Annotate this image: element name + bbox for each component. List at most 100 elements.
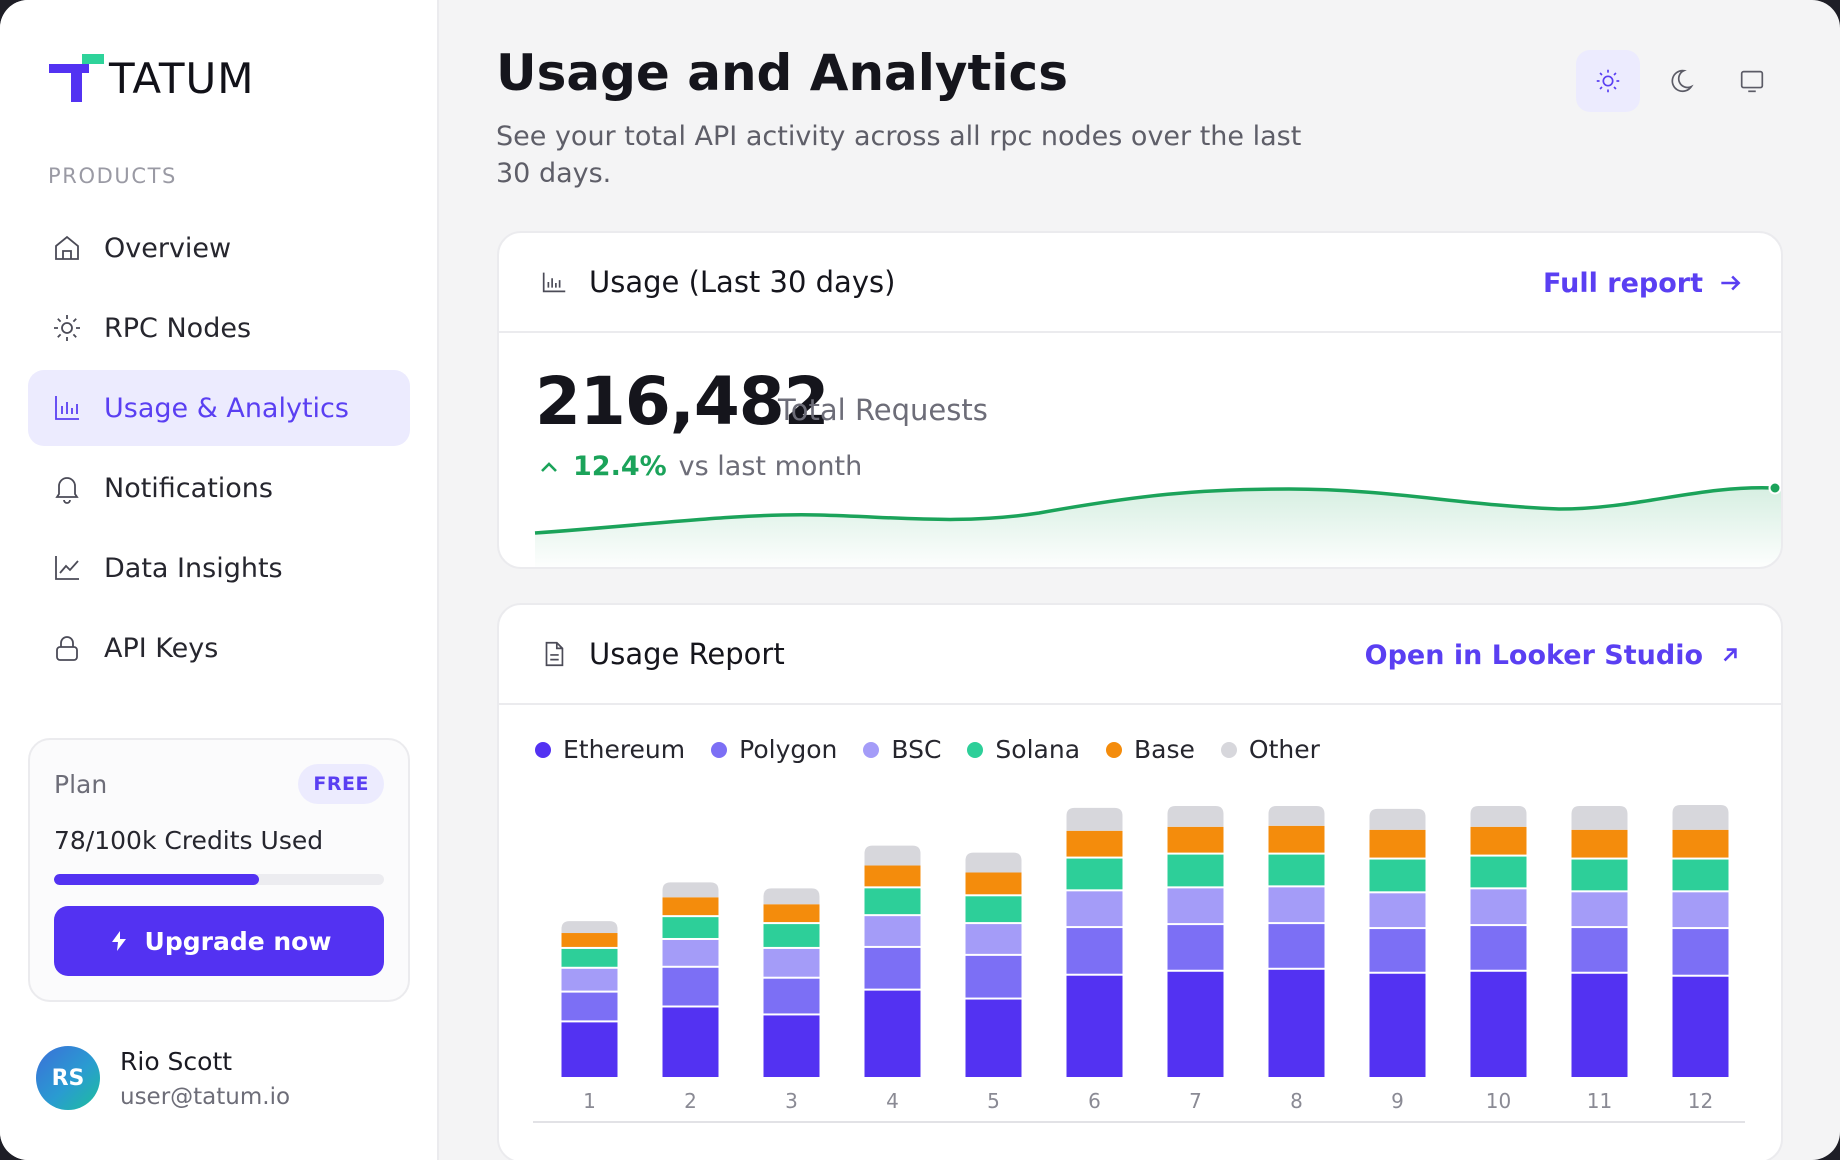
total-requests-value: 216,482 [535, 363, 830, 440]
sidebar-item-label: RPC Nodes [104, 312, 252, 344]
bar-segment-bsc [561, 968, 618, 991]
legend-item-base[interactable]: Base [1106, 735, 1195, 764]
legend-item-solana[interactable]: Solana [967, 735, 1080, 764]
legend-item-other[interactable]: Other [1220, 735, 1320, 764]
bar-segment-polygon [662, 967, 719, 1006]
bar-segment-bsc [1268, 887, 1325, 923]
legend-item-polygon[interactable]: Polygon [711, 735, 837, 764]
bar-segment-solana [763, 924, 820, 947]
bar-stack-3 [763, 888, 820, 1077]
page-subtitle: See your total API activity across all r… [496, 121, 1302, 189]
sidebar-item-label: Usage & Analytics [104, 392, 349, 424]
sidebar-item-data-insights[interactable]: Data Insights [28, 530, 410, 606]
bar-segment-other [1268, 805, 1325, 826]
bar-segment-other [965, 852, 1022, 873]
bar-segment-solana [1470, 856, 1527, 888]
bar-stack-9 [1369, 808, 1426, 1077]
theme-switcher [1576, 50, 1792, 112]
sparkline-line [534, 485, 1776, 535]
bar-segment-other [1066, 807, 1123, 831]
plan-card: Plan FREE 78/100k Credits Used Upgrade n… [28, 738, 410, 1002]
full-report-link[interactable]: Full report [1543, 233, 1743, 333]
legend-swatch [535, 741, 551, 758]
light-theme-button[interactable] [1576, 50, 1640, 112]
bar-segment-ethereum [763, 1015, 820, 1077]
bar-stack-4 [864, 845, 921, 1077]
open-looker-link[interactable]: Open in Looker Studio [1365, 605, 1743, 705]
tatum-logo-icon [49, 54, 104, 102]
usage-card-title: Usage (Last 30 days) [589, 265, 896, 299]
arrow-right-icon [1721, 275, 1741, 291]
bar-stack-11 [1571, 805, 1628, 1077]
bar-segment-ethereum [1268, 969, 1325, 1077]
usage-bar-chart: 1 2 3 4 5 6 7 8 9 10 11 12 [533, 804, 1745, 1123]
x-tick-label: 9 [1391, 1089, 1404, 1113]
sidebar-item-label: Data Insights [104, 552, 283, 584]
brand-logo[interactable]: TATUM [49, 52, 255, 104]
sidebar-item-api-keys[interactable]: API Keys [28, 610, 410, 686]
bar-segment-ethereum [965, 999, 1022, 1077]
usage-report-card: Usage Report Open in Looker Studio Ether… [497, 603, 1783, 1160]
bar-chart-icon [537, 265, 571, 299]
bar-segment-other [1672, 804, 1729, 830]
x-tick-label: 11 [1587, 1089, 1612, 1113]
legend-item-ethereum[interactable]: Ethereum [535, 735, 685, 764]
monitor-icon [1740, 70, 1764, 93]
upgrade-button[interactable]: Upgrade now [54, 906, 384, 976]
credits-progress-fill [54, 874, 259, 885]
legend-item-bsc[interactable]: BSC [863, 735, 941, 764]
full-report-label: Full report [1543, 267, 1703, 299]
bar-segment-ethereum [1470, 971, 1527, 1077]
user-profile[interactable]: RS Rio Scott user@tatum.io [36, 1046, 290, 1110]
usage-sparkline [534, 481, 1781, 567]
bar-segment-solana [1167, 854, 1224, 887]
bar-segment-polygon [1369, 929, 1426, 972]
sun-icon [1596, 69, 1620, 93]
sidebar-item-notifications[interactable]: Notifications [28, 450, 410, 526]
legend-label: Ethereum [563, 735, 686, 764]
bar-segment-ethereum [1066, 975, 1123, 1077]
sidebar-item-label: Overview [104, 232, 232, 264]
bar-segment-bsc [1066, 891, 1123, 927]
sidebar-item-rpc-nodes[interactable]: RPC Nodes [28, 290, 410, 366]
page-title: Usage and Analytics [496, 44, 1068, 102]
bar-segment-other [864, 845, 921, 866]
bar-segment-base [1167, 826, 1224, 853]
open-looker-label: Open in Looker Studio [1364, 639, 1703, 671]
document-icon [537, 637, 571, 671]
x-tick-label: 6 [1088, 1089, 1101, 1113]
bar-segment-base [561, 933, 618, 947]
legend-label: Solana [995, 735, 1081, 764]
bar-segment-solana [965, 896, 1022, 923]
sidebar-item-overview[interactable]: Overview [28, 210, 410, 286]
upgrade-button-label: Upgrade now [144, 926, 332, 956]
legend-label: Base [1134, 735, 1195, 764]
legend-label: Polygon [739, 735, 838, 764]
bar-segment-polygon [1571, 928, 1628, 972]
bar-segment-solana [1268, 854, 1325, 886]
external-link-icon [1723, 648, 1737, 662]
legend-swatch [711, 741, 728, 758]
sparkline-area [535, 486, 1781, 567]
x-tick-label: 4 [886, 1089, 899, 1113]
bar-segment-other [1167, 805, 1224, 827]
bar-segment-polygon [965, 955, 1022, 998]
bar-chart-icon [50, 391, 84, 425]
bell-icon [50, 471, 84, 505]
dark-theme-button[interactable] [1648, 50, 1712, 112]
bar-segment-ethereum [864, 990, 921, 1077]
bar-segment-other [1470, 805, 1527, 827]
sparkline-endpoint [1768, 481, 1781, 495]
bar-segment-bsc [763, 948, 820, 977]
bar-segment-solana [561, 948, 618, 967]
bar-segment-solana [1672, 859, 1729, 891]
sidebar-item-usage-analytics[interactable]: Usage & Analytics [28, 370, 410, 446]
x-tick-label: 10 [1486, 1089, 1511, 1113]
legend-label: BSC [891, 735, 942, 764]
bar-segment-bsc [965, 924, 1022, 954]
bar-segment-ethereum [1369, 973, 1426, 1077]
bar-segment-other [662, 882, 719, 898]
system-theme-button[interactable] [1720, 50, 1784, 112]
legend-swatch [1220, 741, 1237, 758]
